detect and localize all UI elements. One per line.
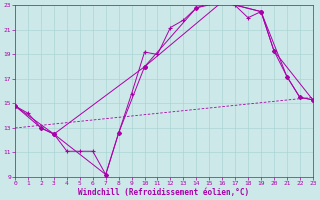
X-axis label: Windchill (Refroidissement éolien,°C): Windchill (Refroidissement éolien,°C) bbox=[78, 188, 250, 197]
